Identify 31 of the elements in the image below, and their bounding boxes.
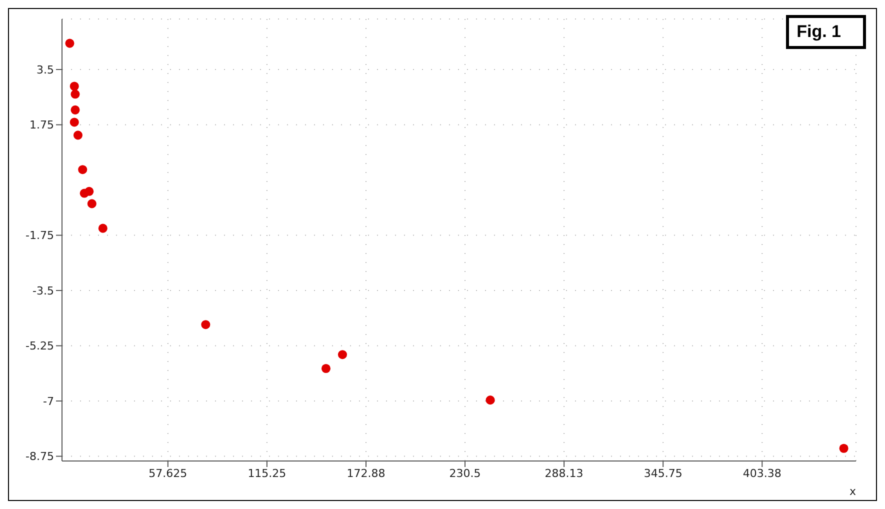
x-tick-label: 172.88	[346, 466, 386, 480]
point	[65, 38, 74, 48]
point	[338, 350, 347, 360]
y-tick-label: 3.5	[36, 63, 54, 76]
y-tick-label: -1.75	[26, 229, 54, 242]
point	[839, 444, 848, 453]
point	[486, 396, 495, 405]
x-tick-label: 57.625	[148, 466, 188, 480]
y-tick-label: -8.75	[26, 450, 54, 464]
point	[70, 90, 80, 99]
point	[201, 320, 210, 330]
x-tick-label: 230.5	[449, 466, 481, 480]
point	[78, 165, 88, 174]
annotation: Fig. 1	[786, 15, 866, 49]
point	[321, 364, 330, 373]
y-tick-label: -3.5	[32, 284, 54, 298]
y-tick-label: 1.75	[30, 118, 54, 132]
x-tick-label: 403.38	[742, 466, 782, 480]
point	[73, 130, 82, 140]
x-tick-label: 288.13	[544, 466, 584, 480]
x-tick-label: 345.75	[644, 466, 682, 480]
point	[70, 118, 79, 127]
x-tick-label: 115.25	[248, 466, 286, 480]
point	[70, 82, 79, 91]
y-tick-label: -5.25	[26, 340, 54, 353]
point	[98, 224, 108, 233]
point	[87, 199, 96, 208]
y-tick-label: -7	[43, 394, 54, 408]
x-axis-title: x	[849, 485, 856, 498]
point	[70, 105, 80, 114]
point	[84, 186, 94, 196]
